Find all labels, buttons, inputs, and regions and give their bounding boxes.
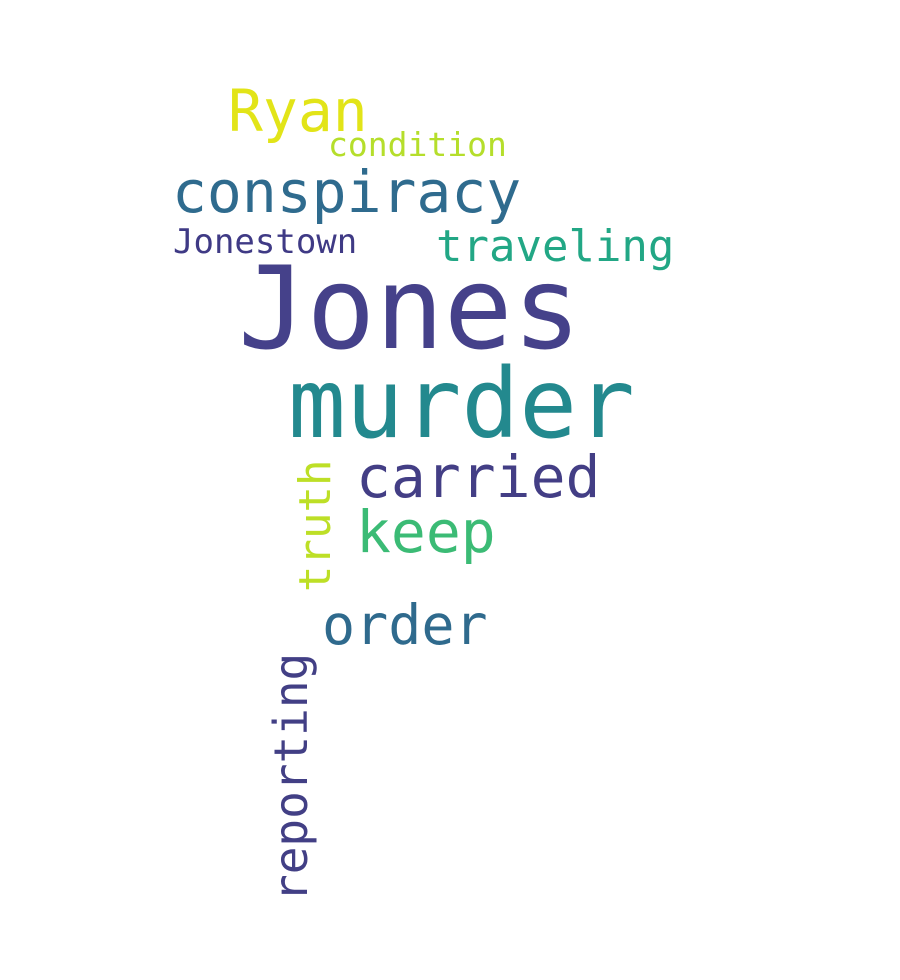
word-jonestown: Jonestown <box>173 222 358 262</box>
word-order: order <box>322 593 488 657</box>
word-condition: condition <box>328 125 507 164</box>
word-keep: keep <box>356 498 496 566</box>
word-reporting: reporting <box>264 652 318 902</box>
word-truth: truth <box>290 459 341 592</box>
word-traveling: traveling <box>436 221 675 272</box>
word-conspiracy: conspiracy <box>172 158 522 226</box>
word-ryan: Ryan <box>228 77 368 145</box>
word-murder: murder <box>288 348 635 460</box>
word-jones: Jones <box>238 242 582 375</box>
word-carried: carried <box>356 443 601 511</box>
